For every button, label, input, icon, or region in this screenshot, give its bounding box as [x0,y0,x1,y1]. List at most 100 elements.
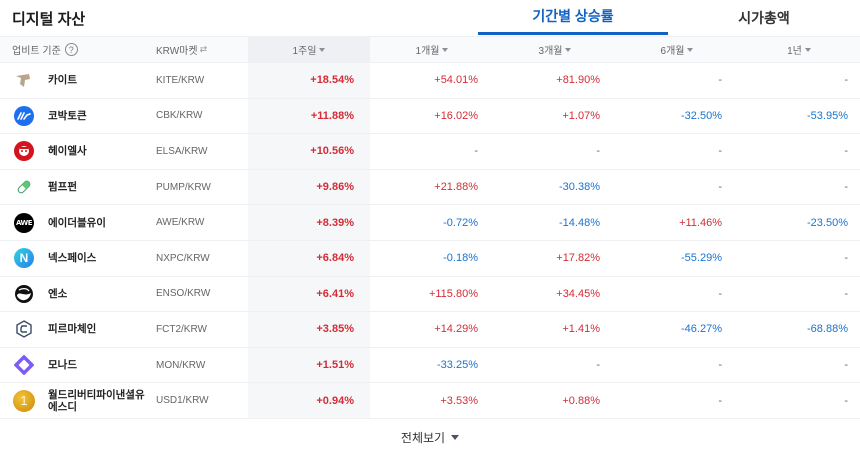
change-1year: -23.50% [807,216,848,229]
asset-pair: ENSO/KRW [156,288,211,300]
base-label: 업비트 기준 ? [0,42,156,57]
asset-name: 피르마체인 [48,323,97,336]
col-3month-label: 3개월 [538,46,563,57]
change-6month: - [718,287,722,300]
tab-period-gain[interactable]: 기간별 상승률 [478,0,668,35]
col-6month-label: 6개월 [660,46,685,57]
caret-down-icon [565,47,572,52]
pill-icon [14,177,34,197]
change-6month: - [718,181,722,194]
asset-name-line2: 에스디 [48,400,77,413]
change-1year: - [844,181,848,194]
asset-name-line1: 월드리버티파이낸셜유 [48,388,145,401]
change-1year: -68.88% [807,323,848,336]
change-1month: +16.02% [434,109,478,122]
asset-name: 카이트 [48,74,77,87]
caret-down-icon [442,47,449,52]
sort-1week[interactable]: 1주일 [248,37,370,62]
change-1year: -53.95% [807,109,848,122]
change-3month: +0.88% [562,394,600,407]
view-all-label: 전체보기 [400,430,446,445]
asset-pair: MON/KRW [156,359,206,371]
change-1week: +0.94% [248,383,370,418]
table-row[interactable]: 피르마체인 FCT2/KRW +3.85% +14.29% +1.41% -46… [0,312,860,348]
tab-market-cap[interactable]: 시가총액 [738,9,790,26]
page-title: 디지털 자산 [12,11,86,28]
caret-down-icon [687,47,694,52]
table-row[interactable]: 카이트 KITE/KRW +18.54% +54.01% +81.90% - - [0,63,860,99]
asset-pair: PUMP/KRW [156,181,211,193]
enso-icon [14,284,34,304]
change-6month: -46.27% [681,323,722,336]
change-6month: - [718,394,722,407]
firmachain-icon [14,319,34,339]
change-3month: -14.48% [559,216,600,229]
sort-3month[interactable]: 3개월 [494,37,616,62]
usd1-icon: 1 [13,389,35,412]
change-6month: -55.29% [681,252,722,265]
asset-name: 월드리버티파이낸셜유 에스디 [48,389,156,413]
table-row[interactable]: 헤이엘사 ELSA/KRW +10.56% - - - - [0,134,860,170]
change-1month: +21.88% [434,181,478,194]
table-row[interactable]: 엔소 ENSO/KRW +6.41% +115.80% +34.45% - - [0,276,860,313]
asset-pair: KITE/KRW [156,74,205,86]
asset-name: 엔소 [48,287,68,300]
change-1month: - [474,145,478,158]
col-1week-label: 1주일 [292,46,317,57]
sort-1year[interactable]: 1년 [738,37,860,62]
change-1month: -0.72% [443,216,478,229]
market-toggle[interactable]: KRW마켓 ⇄ [156,42,248,57]
asset-table: 업비트 기준 ? KRW마켓 ⇄ 1주일 1개월 3개월 6개월 1년 카이트 … [0,36,860,419]
table-row[interactable]: 펌프펀 PUMP/KRW +9.86% +21.88% -30.38% - - [0,169,860,206]
change-1week: +10.56% [248,134,370,169]
asset-pair: USD1/KRW [156,395,209,407]
col-1month-label: 1개월 [415,46,440,57]
change-6month: - [718,359,722,372]
table-header: 업비트 기준 ? KRW마켓 ⇄ 1주일 1개월 3개월 6개월 1년 [0,36,860,63]
change-3month: +17.82% [556,252,600,265]
change-1year: - [844,394,848,407]
base-text: 업비트 기준 [12,46,61,57]
asset-name: 넥스페이스 [48,252,97,265]
table-row[interactable]: 모나드 MON/KRW +1.51% -33.25% - - - [0,347,860,384]
caret-down-icon [319,47,326,52]
asset-name: 에이더블유이 [48,216,106,229]
caret-down-icon [804,47,811,52]
change-1week: +1.51% [248,347,370,383]
change-1month: +14.29% [434,323,478,336]
change-6month: +11.46% [679,216,722,229]
market-label: KRW마켓 [156,46,198,57]
sort-6month[interactable]: 6개월 [616,37,738,62]
change-3month: - [596,145,600,158]
change-3month: +81.90% [556,74,600,87]
monad-icon [14,355,34,376]
change-6month: - [718,145,722,158]
view-all-button[interactable]: 전체보기 [400,429,460,446]
change-1year: - [844,74,848,87]
change-1month: -33.25% [437,359,478,372]
change-1month: +54.01% [434,74,478,87]
change-6month: - [718,74,722,87]
table-row[interactable]: 코박토큰 CBK/KRW +11.88% +16.02% +1.07% -32.… [0,98,860,135]
change-1year: - [844,252,848,265]
change-3month: +34.45% [556,287,600,300]
change-1year: - [844,287,848,300]
kite-icon [14,70,34,90]
swap-icon: ⇄ [199,44,208,54]
change-1month: -0.18% [443,252,478,265]
awe-icon: AWE [14,212,34,233]
change-1month: +115.80% [428,287,478,300]
change-1year: - [844,359,848,372]
change-1month: +3.53% [440,394,478,407]
asset-name: 코박토큰 [48,109,87,122]
table-row[interactable]: N 넥스페이스 NXPC/KRW +6.84% -0.18% +17.82% -… [0,240,860,277]
change-1year: - [844,145,848,158]
table-row[interactable]: AWE 에이더블유이 AWE/KRW +8.39% -0.72% -14.48%… [0,205,860,241]
help-icon[interactable]: ? [64,43,78,56]
sort-1month[interactable]: 1개월 [370,37,494,62]
table-row[interactable]: 1 월드리버티파이낸셜유 에스디 USD1/KRW +0.94% +3.53% … [0,383,860,419]
asset-pair: NXPC/KRW [156,252,210,264]
change-1week: +3.85% [248,312,370,347]
heyelsa-icon [14,141,34,162]
asset-pair: AWE/KRW [156,217,205,229]
